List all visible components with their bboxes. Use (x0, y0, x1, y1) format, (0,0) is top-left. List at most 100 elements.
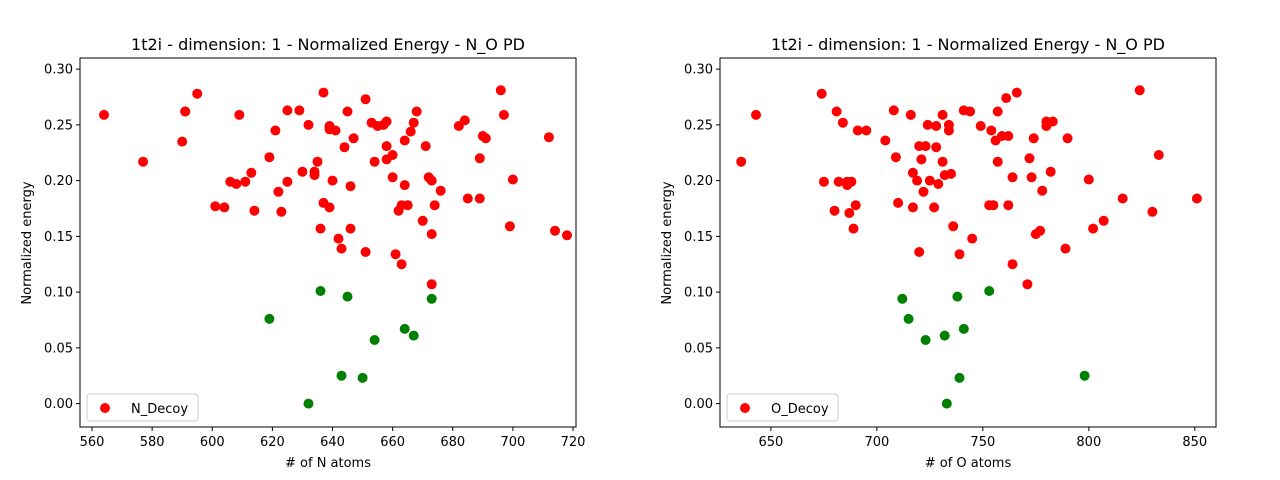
left-point-s0-55 (396, 259, 407, 270)
left-point-s0-79 (504, 221, 515, 232)
right-point-s0-18 (890, 152, 901, 163)
right-point-s1-2 (920, 335, 931, 345)
right-point-s0-73 (1083, 174, 1094, 185)
right-y-tick-label: 0.10 (684, 286, 713, 301)
right-point-s0-79 (1153, 150, 1164, 160)
right-point-s0-10 (844, 208, 855, 218)
right-point-s0-51 (992, 106, 1003, 117)
left-point-s0-11 (240, 176, 251, 187)
right-point-s1-4 (941, 398, 952, 409)
right-point-s0-31 (929, 202, 940, 213)
right-point-s1-3 (939, 330, 950, 341)
left-x-tick-label: 660 (380, 435, 405, 450)
right-point-s0-7 (837, 117, 848, 128)
right-point-s0-5 (831, 106, 842, 117)
left-point-s0-67 (426, 279, 437, 290)
left-point-s0-82 (550, 225, 560, 236)
right-point-s0-49 (988, 200, 999, 211)
left-point-s0-42 (360, 247, 371, 257)
right-x-tick-label: 850 (1182, 435, 1207, 450)
left-point-s0-0 (99, 109, 109, 120)
left-point-s1-1 (303, 398, 314, 409)
right-point-s0-6 (833, 176, 844, 187)
right-point-s0-56 (1003, 200, 1014, 211)
left-point-s0-33 (330, 125, 341, 136)
left-y-tick-label: 0.20 (44, 174, 73, 189)
left-point-s0-47 (381, 116, 392, 127)
left-y-tick-label: 0.30 (44, 63, 73, 78)
right-y-tick-label: 0.20 (684, 174, 713, 189)
left-point-s0-17 (276, 206, 287, 217)
left-point-s0-27 (318, 87, 329, 98)
left-point-s0-40 (348, 133, 359, 144)
right-point-s0-32 (931, 121, 942, 131)
left-point-s0-60 (408, 117, 419, 128)
right-x-ticks: 650 700 750 800 850 (758, 427, 1207, 450)
left-point-s1-4 (342, 291, 353, 302)
right-point-s0-26 (916, 154, 927, 165)
left-x-tick-label: 620 (260, 435, 285, 450)
right-point-s0-39 (943, 125, 954, 136)
right-point-s1-9 (1079, 370, 1090, 381)
left-point-s1-9 (426, 293, 437, 304)
left-point-s0-19 (282, 105, 293, 116)
left-scatter-plot: 1t2i - dimension: 1 - Normalized Energy … (20, 35, 585, 471)
right-point-s0-72 (1062, 133, 1073, 144)
left-point-s0-7 (219, 202, 230, 213)
left-point-s0-25 (312, 156, 323, 167)
left-point-s0-38 (345, 181, 356, 192)
left-point-s0-32 (327, 175, 338, 186)
right-y-tick-label: 0.05 (684, 341, 713, 356)
right-x-tick-label: 800 (1076, 435, 1101, 450)
left-axes-frame (79, 57, 577, 428)
left-point-s0-21 (297, 166, 308, 177)
right-point-s0-41 (948, 221, 959, 232)
left-y-tick-label: 0.05 (44, 341, 73, 356)
left-point-s0-73 (474, 193, 485, 204)
left-point-s0-50 (387, 150, 398, 160)
right-point-s0-19 (893, 197, 904, 208)
right-point-s0-44 (965, 106, 976, 117)
left-y-tick-label: 0.15 (44, 230, 73, 245)
left-point-s0-10 (234, 109, 245, 120)
right-point-s0-80 (1191, 193, 1202, 204)
left-legend: N_Decoy (86, 393, 199, 422)
left-point-s0-34 (333, 233, 344, 244)
left-point-s1-2 (315, 286, 326, 296)
left-point-s0-52 (390, 249, 401, 260)
right-point-s0-62 (1026, 172, 1037, 183)
right-point-s0-20 (905, 109, 916, 120)
left-point-s0-39 (345, 223, 356, 234)
right-point-s0-46 (975, 121, 986, 131)
right-point-s0-74 (1088, 223, 1099, 234)
left-point-s0-62 (417, 215, 428, 226)
left-y-tick-label: 0.10 (44, 286, 73, 301)
left-point-s0-68 (429, 200, 440, 211)
left-point-s0-41 (360, 94, 371, 105)
right-point-s0-58 (1007, 259, 1018, 270)
right-point-s0-40 (946, 168, 956, 179)
left-y-tick-label: 0.25 (44, 118, 73, 133)
left-point-s1-5 (357, 372, 368, 383)
right-point-s0-12 (848, 223, 859, 234)
right-point-s1-7 (958, 323, 969, 334)
left-legend-label: N_Decoy (131, 402, 188, 417)
right-legend-label: O_Decoy (771, 402, 829, 417)
left-point-s0-57 (399, 135, 410, 146)
right-point-s1-6 (954, 372, 965, 383)
right-point-s0-35 (937, 109, 948, 120)
left-point-s0-26 (315, 223, 326, 234)
left-x-axis-label: # of N atoms (285, 456, 371, 471)
right-point-s0-14 (852, 125, 863, 136)
right-point-s0-75 (1098, 215, 1109, 226)
left-x-ticks: 560 580 600 620 640 660 680 700 720 (80, 427, 585, 450)
left-point-s0-14 (264, 152, 275, 163)
left-point-s0-74 (474, 153, 485, 164)
left-point-s1-3 (336, 370, 347, 381)
left-point-s1-8 (408, 330, 419, 341)
right-point-s0-45 (967, 233, 978, 244)
right-y-tick-label: 0.25 (684, 118, 713, 133)
right-point-s0-15 (861, 125, 872, 136)
right-point-s0-76 (1117, 193, 1128, 204)
